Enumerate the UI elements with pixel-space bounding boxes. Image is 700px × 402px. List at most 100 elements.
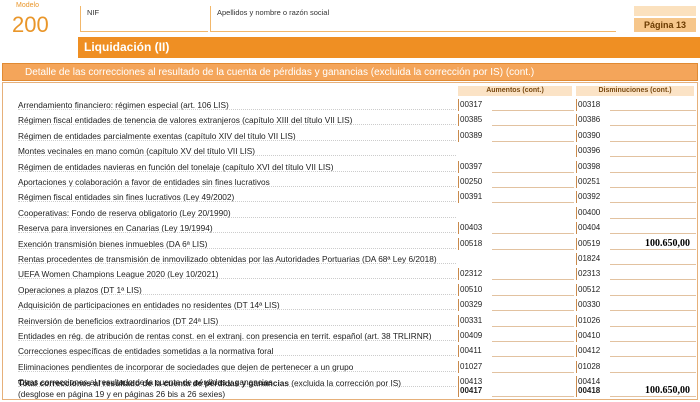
increase-input[interactable]	[492, 299, 574, 312]
increase-code: 00331	[458, 314, 490, 327]
increase-input[interactable]	[492, 176, 574, 188]
decrease-input[interactable]	[610, 206, 696, 219]
decrease-code: 00400	[576, 206, 608, 219]
decrease-input[interactable]	[610, 345, 696, 358]
increase-input[interactable]	[492, 283, 574, 296]
table-row: Eliminaciones pendientes de incorporar d…	[2, 359, 698, 375]
total-value-decrease[interactable]: 100.650,00	[610, 385, 696, 397]
decrease-input[interactable]	[610, 330, 696, 342]
row-label: Rentas procedentes de transmisión de inm…	[18, 254, 437, 264]
increase-code: 00397	[458, 160, 490, 173]
increase-code: 00510	[458, 283, 490, 296]
decrease-code: 00404	[576, 222, 608, 235]
decrease-code: 02313	[576, 268, 608, 281]
row-leader	[18, 155, 456, 157]
increase-input[interactable]	[492, 114, 574, 127]
table-row: Régimen de entidades navieras en función…	[2, 159, 698, 175]
decrease-input[interactable]	[610, 114, 696, 127]
decrease-code: 00410	[576, 330, 608, 342]
page-badge-top	[634, 6, 696, 16]
decrease-input[interactable]	[610, 191, 696, 204]
decrease-code: 00412	[576, 345, 608, 358]
increase-code: 00391	[458, 191, 490, 204]
increase-input[interactable]	[492, 222, 574, 235]
decrease-input[interactable]	[610, 145, 696, 158]
decrease-code: 00318	[576, 99, 608, 111]
decrease-input[interactable]	[610, 360, 696, 373]
table-row: Entidades en rég. de atribución de renta…	[2, 328, 698, 344]
row-leader	[18, 124, 456, 126]
increase-input[interactable]	[492, 237, 574, 250]
section-title: Detalle de las correcciones al resultado…	[25, 67, 535, 78]
increase-input[interactable]	[492, 314, 574, 327]
decrease-input[interactable]	[610, 268, 696, 281]
decrease-input[interactable]	[610, 283, 696, 296]
decrease-input[interactable]	[610, 314, 696, 327]
decrease-input[interactable]: 100.650,00	[610, 237, 696, 250]
row-leader	[18, 324, 456, 326]
row-leader	[18, 293, 456, 295]
row-label: Reserva para inversiones en Canarias (Le…	[18, 223, 213, 234]
nif-field[interactable]: NIF	[80, 6, 208, 32]
table-row: Operaciones a plazos (DT 1ª LIS) 00510 005…	[2, 282, 698, 298]
row-label: Reinversión de beneficios extraordinario…	[18, 315, 219, 326]
name-label: Apellidos y nombre o razón social	[217, 8, 330, 17]
decrease-input[interactable]	[610, 222, 696, 235]
decrease-amount: 100.650,00	[645, 237, 690, 249]
table-row: Exención transmisión bienes inmuebles (D…	[2, 236, 698, 252]
table-row: Reserva para inversiones en Canarias (Le…	[2, 220, 698, 236]
total-label-normal: (excluida la corrección por IS)	[291, 378, 402, 388]
row-leader	[18, 216, 456, 218]
table-row: Rentas procedentes de transmisión de inm…	[2, 251, 698, 267]
decrease-code: 00390	[576, 129, 608, 142]
decrease-input[interactable]	[610, 299, 696, 312]
table-row: Arrendamiento financiero: régimen especi…	[2, 97, 698, 113]
increase-input[interactable]	[492, 330, 574, 342]
increase-input[interactable]	[492, 129, 574, 142]
decrease-input[interactable]	[610, 176, 696, 188]
row-leader	[18, 355, 456, 357]
total-label: Total correcciones al resultado de la cu…	[18, 378, 401, 388]
nif-label: NIF	[87, 8, 100, 17]
row-label: Cooperativas: Fondo de reserva obligator…	[18, 207, 231, 218]
row-label: Otras correcciones al resultado de la cu…	[18, 377, 273, 388]
increase-input[interactable]	[492, 160, 574, 173]
name-field[interactable]: Apellidos y nombre o razón social	[210, 6, 616, 32]
decrease-input[interactable]	[610, 129, 696, 142]
increase-code: 00409	[458, 330, 490, 342]
page-badge: Página 13	[634, 18, 696, 32]
total-decrease-amount: 100.650,00	[645, 385, 690, 396]
increase-input[interactable]	[492, 191, 574, 204]
increase-code: 00385	[458, 114, 490, 127]
decrease-code: 01028	[576, 360, 608, 373]
row-leader	[18, 340, 456, 341]
section-heading: Detalle de las correcciones al resultado…	[2, 63, 698, 81]
increase-code: 02312	[458, 268, 490, 281]
row-label: Eliminaciones pendientes de incorporar d…	[18, 361, 354, 372]
table-row: UEFA Women Champions League 2020 (Ley 10…	[2, 266, 698, 282]
total-code-increase: 00417	[458, 385, 490, 397]
corrections-table	[2, 82, 698, 400]
total-value-increase[interactable]	[492, 385, 574, 397]
decrease-input[interactable]	[610, 160, 696, 173]
row-label: Entidades en rég. de atribución de renta…	[18, 331, 432, 341]
decrease-code: 00392	[576, 191, 608, 204]
row-leader	[18, 278, 456, 280]
row-leader	[18, 247, 456, 249]
increase-input[interactable]	[492, 360, 574, 373]
page-title: Liquidación (II)	[84, 40, 170, 54]
row-leader	[18, 386, 456, 388]
decrease-code: 00330	[576, 299, 608, 312]
table-row: Reinversión de beneficios extraordinario…	[2, 313, 698, 329]
decrease-code: 00396	[576, 145, 608, 158]
row-leader	[18, 232, 456, 234]
increase-input[interactable]	[492, 99, 574, 111]
decrease-input[interactable]	[610, 99, 696, 111]
increase-input[interactable]	[492, 345, 574, 358]
decrease-input[interactable]	[610, 253, 696, 265]
row-leader	[18, 370, 456, 372]
row-leader	[18, 263, 456, 264]
increase-code: 00329	[458, 299, 490, 312]
total-row: Total correcciones al resultado de la cu…	[2, 375, 698, 401]
increase-input[interactable]	[492, 268, 574, 281]
